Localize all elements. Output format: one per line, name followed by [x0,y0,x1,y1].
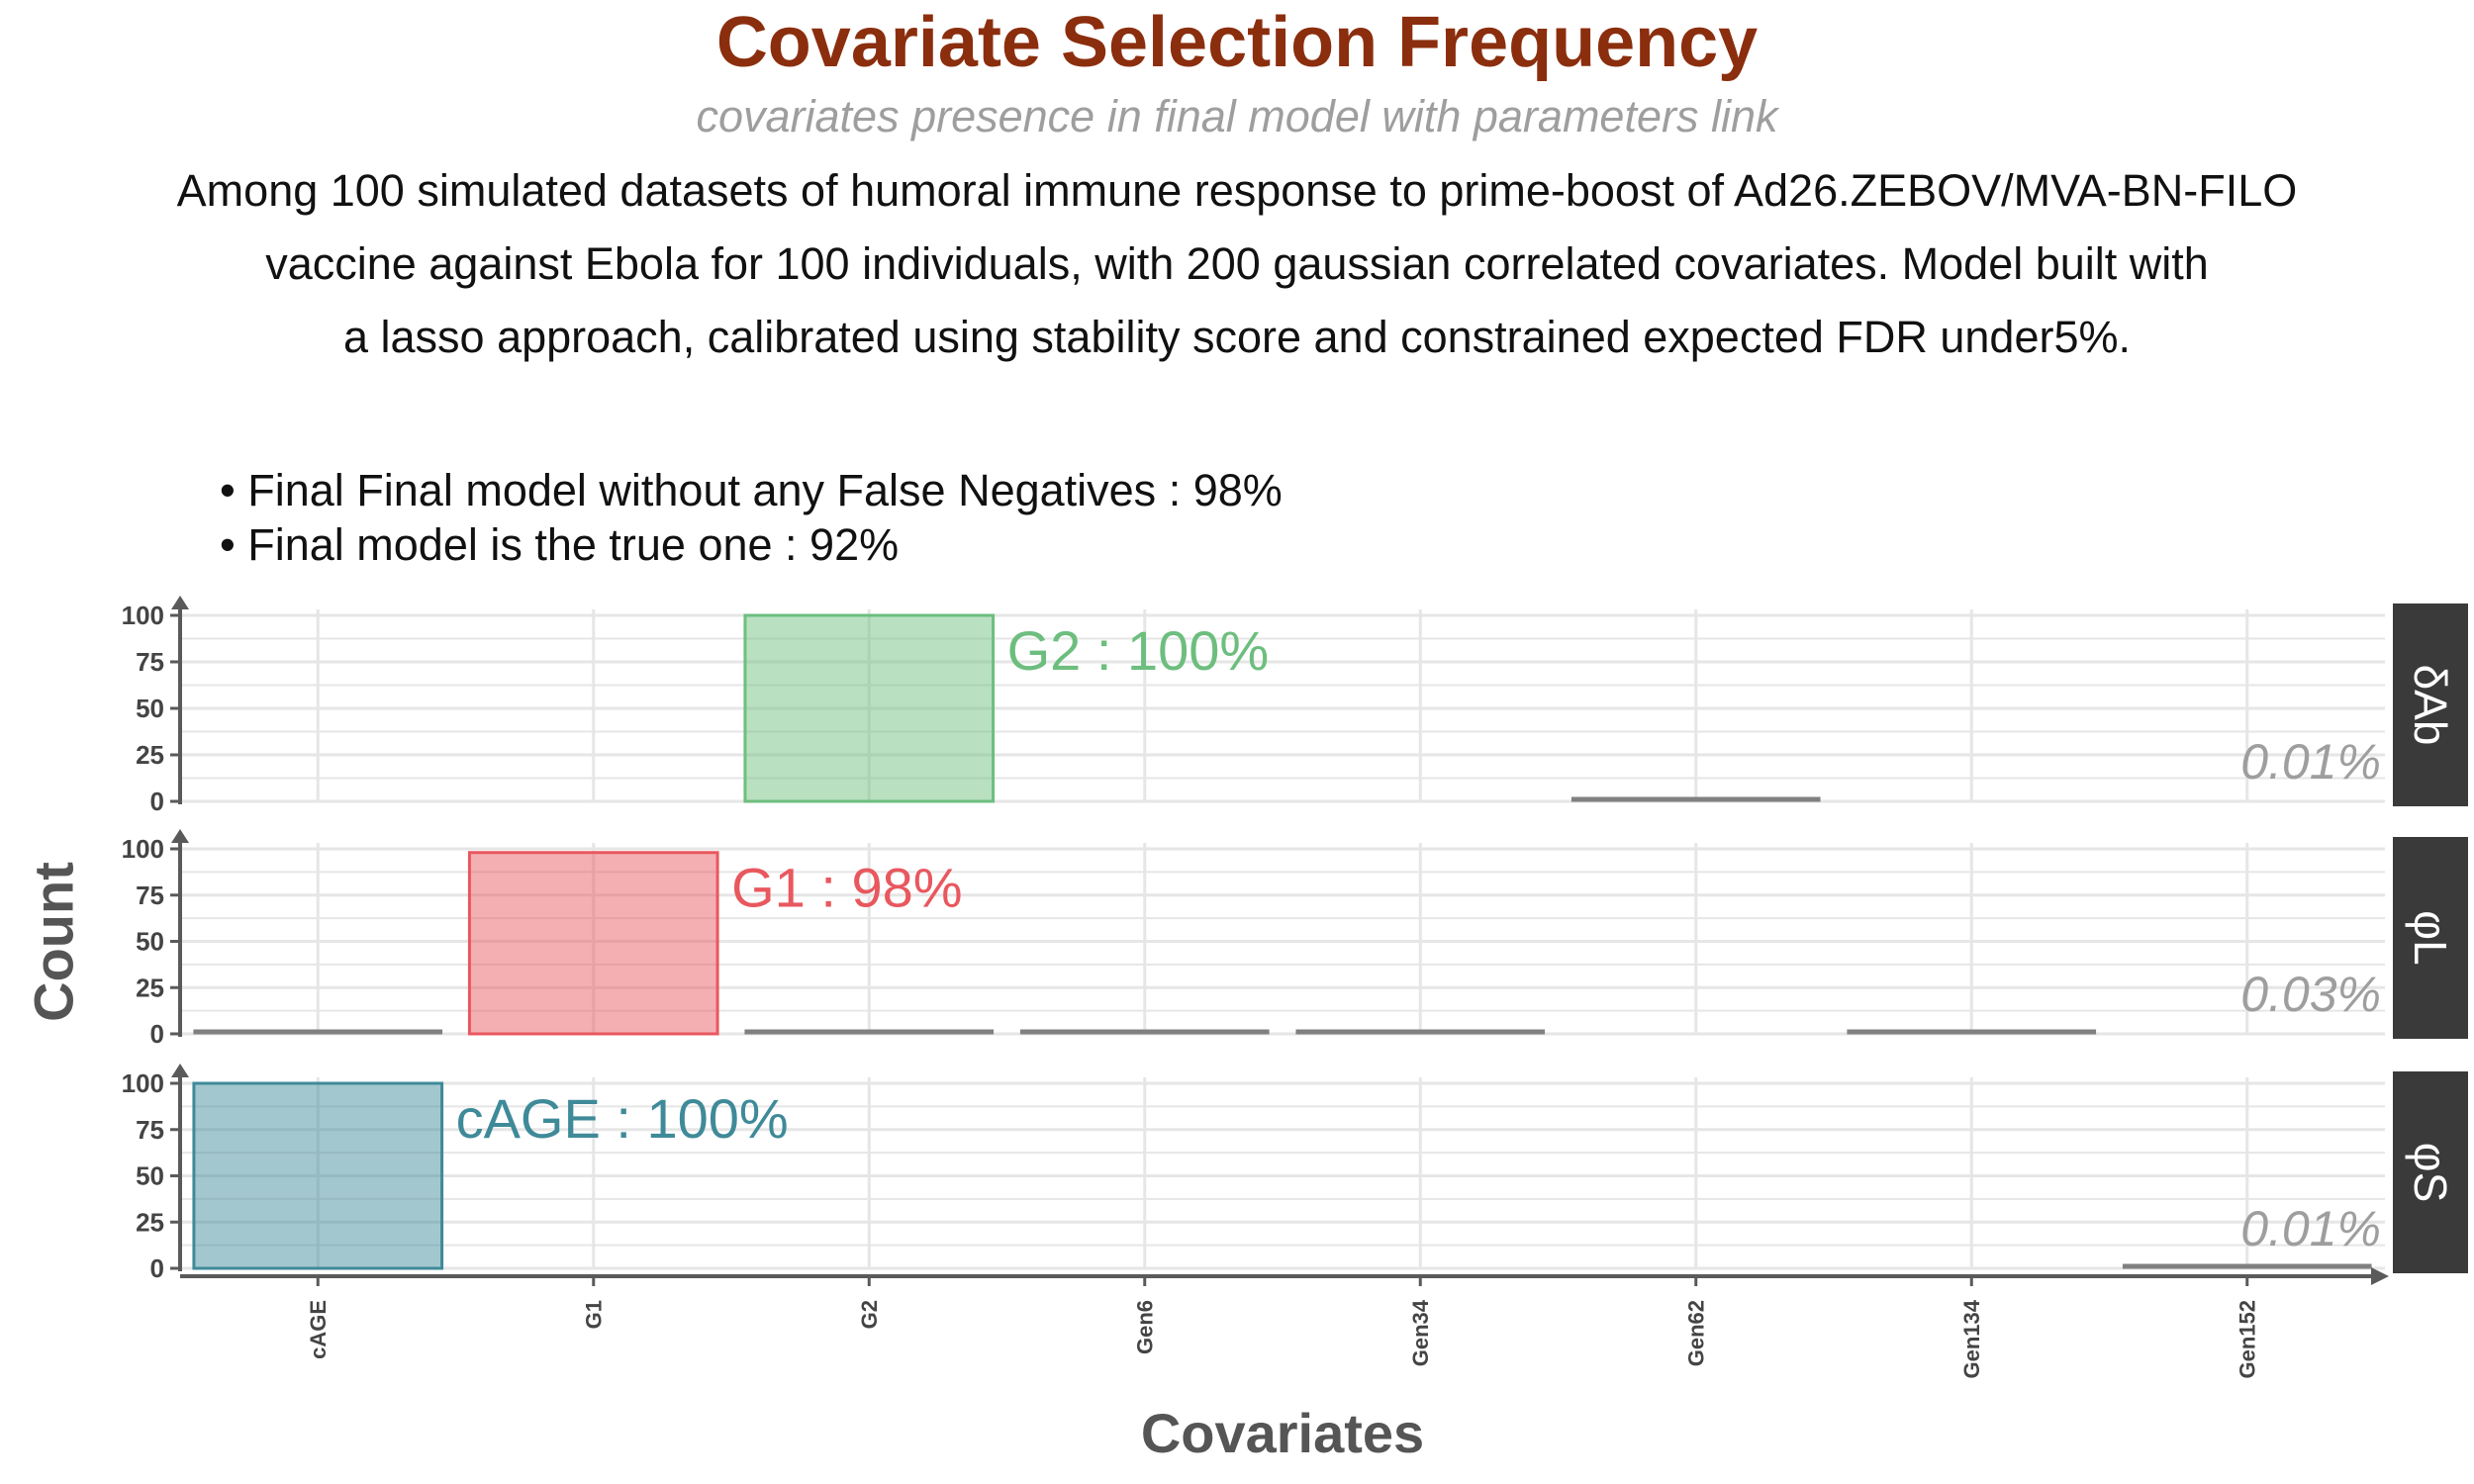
y-tick-label: 75 [136,647,164,677]
y-tick-label: 25 [136,740,164,770]
bar-gen34 [1295,1029,1546,1035]
caption-line: Among 100 simulated datasets of humoral … [176,165,2298,216]
y-axis-arrow [171,829,189,843]
bar-gen134 [1847,1029,2097,1035]
y-tick-label: 100 [122,1068,164,1098]
summary-bullet-true-model: • Final model is the true one : 92% [220,519,900,570]
x-tick-label: G2 [857,1300,882,1329]
y-tick-label: 100 [122,601,164,630]
y-axis-title: Count [23,862,85,1022]
x-tick-label: Gen6 [1132,1300,1157,1354]
facet-strip-label: δAb [2405,665,2456,746]
y-tick-label: 50 [136,1161,164,1191]
panel-1: 0 25 50 75 100 G2 : 100% 0.01% δAb [122,596,2468,816]
y-tick-label: 75 [136,881,164,910]
facet-strip [2393,603,2468,806]
y-tick-label: 25 [136,973,164,1002]
panel-corner-note: 0.01% [2240,1201,2381,1256]
x-tick-label: Gen62 [1683,1300,1708,1366]
facet-strip-label: φL [2405,910,2456,965]
bar-gen152 [2122,1263,2372,1269]
y-tick-label: 50 [136,694,164,723]
chart-title: Covariate Selection Frequency [715,3,1759,82]
facet-strip [2393,1071,2468,1273]
facet-strip-label: φS [2405,1143,2456,1203]
y-tick-label: 75 [136,1115,164,1145]
x-tick-label: Gen152 [2235,1300,2259,1379]
x-tick-label: G1 [581,1300,606,1329]
y-axis-arrow [171,596,189,609]
panel-corner-note: 0.03% [2240,967,2381,1022]
y-axis-arrow [171,1064,189,1077]
chart-subtitle: covariates presence in final model with … [696,91,1778,141]
y-tick-label: 100 [122,834,164,864]
x-tick-label: Gen34 [1408,1299,1433,1366]
y-tick-label: 0 [150,1253,164,1283]
bar-g1-highlight [467,851,719,1036]
chart-caption: Among 100 simulated datasets of humoral … [0,154,2474,374]
bar-annotation: cAGE : 100% [456,1087,789,1150]
panel-3: 0 25 50 75 100 cAGE : 100% 0.01% φS [122,1064,2468,1283]
x-axis-title: Covariates [1141,1402,1424,1464]
facet-strip [2393,837,2468,1039]
panel-2: 0 25 50 75 100 G1 : 98% 0.03% φL [122,829,2468,1049]
x-tick-label: Gen134 [1959,1299,1984,1378]
caption-line: a lasso approach, calibrated using stabi… [342,312,2132,362]
bar-annotation: G1 : 98% [731,857,962,919]
y-tick-label: 0 [150,787,164,816]
bar-gen6 [1019,1029,1270,1035]
bar-cage-highlight [192,1081,444,1270]
bar-annotation: G2 : 100% [1007,619,1270,682]
bar-cage [193,1029,443,1035]
bar-gen62 [1570,796,1821,802]
summary-bullet-false-negatives: • Final Final model without any False Ne… [220,465,1283,515]
x-tick-label: cAGE [306,1300,331,1359]
caption-line: vaccine against Ebola for 100 individual… [265,238,2209,289]
bar-g2 [744,1029,995,1035]
panel-corner-note: 0.01% [2240,734,2381,789]
y-tick-label: 25 [136,1207,164,1237]
bar-g2-highlight [743,613,996,803]
x-axis-arrow [2371,1267,2389,1285]
y-tick-label: 0 [150,1019,164,1049]
y-tick-label: 50 [136,927,164,957]
